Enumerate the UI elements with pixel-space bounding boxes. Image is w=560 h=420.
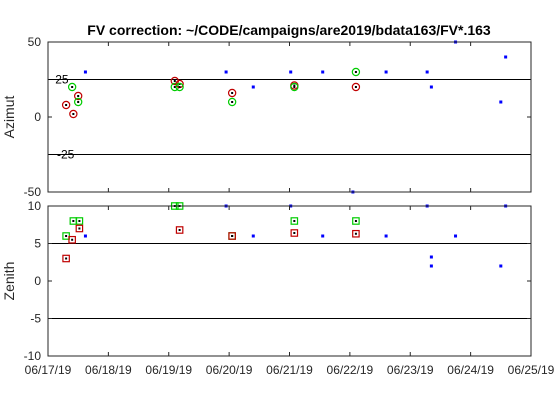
azimut-data-point-dot	[429, 85, 433, 89]
azimut-data-point-green-circle	[227, 97, 237, 107]
azimut-data-point-dot	[384, 70, 388, 74]
azimut-reference-label: 25	[55, 73, 69, 87]
x-axis: 06/17/19 06/18/19 06/19/19 06/20/19 06/21/19…	[25, 42, 555, 377]
azimut-data-point-red-circle	[61, 100, 71, 110]
x-tick-label: 06/18/19	[85, 363, 132, 377]
zenith-y-tick-label: 10	[28, 199, 42, 213]
zenith-y-tick-label: 0	[34, 274, 41, 288]
zenith-panel: -10 -5 0 5 10 Zenith	[1, 199, 532, 363]
azimut-data-point-red-circle	[227, 88, 237, 98]
azimut-data-point-green-circle	[73, 97, 83, 107]
azimut-data-point-red-circle	[351, 82, 361, 92]
azimut-data-point-dot	[224, 70, 228, 74]
zenith-data-point-dot	[454, 234, 458, 238]
zenith-data-point-dot	[251, 234, 255, 238]
azimut-plot-area	[48, 42, 531, 192]
zenith-data-point-red-square	[62, 254, 70, 263]
zenith-data-point-green-square	[75, 217, 84, 225]
azimut-y-label: Azimut	[1, 96, 17, 139]
azimut-data-point-green-circle	[67, 82, 77, 92]
zenith-y-axis: -10 -5 0 5 10	[24, 199, 531, 363]
zenith-data-point-red-square	[290, 229, 299, 237]
azimut-marks: 25 -25	[48, 40, 531, 194]
azimut-data-point-green-circle	[175, 82, 184, 92]
zenith-plot-area	[48, 206, 531, 356]
zenith-data-point-green-square	[352, 217, 360, 225]
azimut-data-point-red-circle	[69, 109, 78, 119]
zenith-data-point-red-square	[75, 224, 84, 233]
x-tick-label: 06/21/19	[266, 363, 313, 377]
zenith-y-tick-label: 5	[34, 237, 41, 251]
azimut-y-axis: -50 0 50	[24, 35, 531, 199]
chart-title: FV correction: ~/CODE/campaigns/are2019/…	[87, 22, 491, 38]
zenith-data-point-dot	[83, 234, 87, 238]
azimut-data-point-dot	[251, 85, 255, 89]
zenith-data-point-dot	[321, 234, 325, 238]
zenith-marks	[48, 202, 531, 319]
zenith-data-point-dot	[384, 234, 388, 238]
azimut-y-tick-label: -50	[24, 185, 42, 199]
x-tick-label: 06/17/19	[25, 363, 72, 377]
zenith-data-point-red-square	[352, 229, 360, 238]
x-tick-label: 06/20/19	[206, 363, 253, 377]
azimut-y-tick-label: 50	[28, 35, 42, 49]
zenith-data-point-dot	[499, 264, 503, 268]
zenith-data-point-dot	[429, 264, 433, 268]
azimut-data-point-dot	[289, 70, 293, 74]
azimut-panel: 25 -25 -50 0 50 Azimut	[1, 35, 532, 199]
zenith-data-point-red-square	[228, 232, 236, 240]
azimut-data-point-dot	[83, 70, 87, 74]
azimut-data-point-dot	[504, 55, 508, 59]
azimut-data-point-green-circle	[290, 82, 299, 92]
zenith-y-tick-label: -10	[24, 349, 42, 363]
azimut-data-point-green-circle	[351, 67, 361, 77]
x-tick-label: 06/24/19	[447, 363, 494, 377]
x-tick-label: 06/25/19	[508, 363, 555, 377]
azimut-data-point-dot	[425, 70, 429, 74]
zenith-data-point-green-square	[290, 217, 299, 225]
x-tick-label: 06/23/19	[387, 363, 434, 377]
zenith-data-point-red-square	[175, 226, 184, 234]
azimut-data-point-dot	[499, 100, 503, 104]
azimut-data-point-dot	[321, 70, 325, 74]
azimut-reference-label: -25	[57, 148, 75, 162]
zenith-y-label: Zenith	[1, 262, 17, 301]
x-tick-label: 06/19/19	[145, 363, 192, 377]
azimut-data-point-red-circle	[73, 91, 83, 101]
x-tick-label: 06/22/19	[327, 363, 374, 377]
zenith-data-point-dot	[429, 255, 433, 259]
zenith-data-point-red-square	[68, 235, 76, 244]
zenith-y-tick-label: -5	[30, 312, 41, 326]
azimut-y-tick-label: 0	[34, 110, 41, 124]
